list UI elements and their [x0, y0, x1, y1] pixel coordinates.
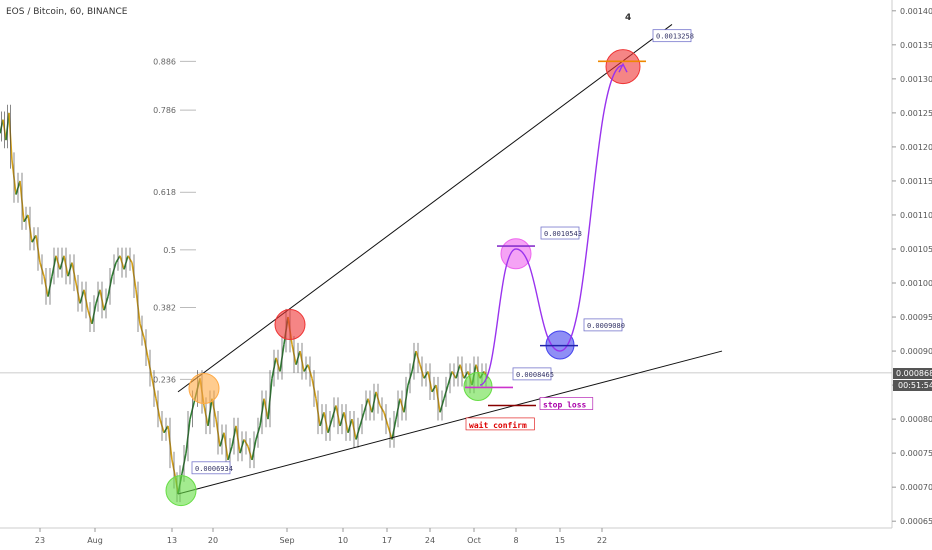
fib-label-1: 0.786	[153, 106, 176, 115]
x-tick-label-8: Oct	[467, 536, 481, 545]
y-tick-label-4: 0.0012000	[900, 143, 932, 152]
x-tick-label-9: 8	[513, 536, 518, 545]
y-tick-label-6: 0.0011000	[900, 211, 932, 220]
stop-loss-label-group: stop loss	[539, 397, 594, 410]
projection-path	[479, 64, 624, 386]
wait-confirm-label-box	[465, 417, 535, 431]
y-axis: 0.0014000 0.0013500 0.0013000 0.0012500 0.00…	[892, 7, 932, 526]
target2-price-callout-text: 0.0013258	[656, 33, 694, 41]
wait-confirm-label-group: wait confirm	[465, 417, 535, 431]
y-tick-label-14: 0.0007000	[900, 483, 932, 492]
fib-label-5: 0.236	[153, 375, 176, 384]
y-tick-label-10: 0.0009000	[900, 347, 932, 356]
fib-label-4: 0.382	[153, 304, 176, 313]
x-axis: 23 Aug 13 20 Sep 10 17 24 Oct 8 15 22	[35, 528, 607, 545]
target2-price-callout: 0.0013258	[652, 29, 694, 43]
entry-price-callout-box	[512, 367, 552, 381]
y-tick-label-0: 0.0014000	[900, 7, 932, 16]
low-price-callout-text: 0.0006934	[195, 465, 233, 473]
chart-title: EOS / Bitcoin, 60, BINANCE	[6, 7, 128, 17]
pullback-price-callout-text: 0.0009080	[587, 322, 625, 330]
current-time-label: 00:51:54	[898, 381, 932, 390]
y-tick-label-2: 0.0013000	[900, 75, 932, 84]
pullback-price-callout-box	[583, 318, 623, 332]
target1-price-callout: 0.0010543	[540, 226, 582, 240]
second-high-circle	[274, 309, 306, 341]
x-tick-label-5: 10	[338, 536, 348, 545]
x-tick-label-4: Sep	[279, 536, 294, 545]
y-tick-label-5: 0.0011500	[900, 177, 932, 186]
y-tick-label-1: 0.0013500	[900, 41, 932, 50]
y-tick-label-9: 0.0009500	[900, 313, 932, 322]
x-tick-label-3: 20	[208, 536, 218, 545]
entry-price-callout-text: 0.0008465	[516, 371, 554, 379]
x-tick-label-11: 22	[597, 536, 607, 545]
first-high-circle	[188, 372, 220, 404]
x-tick-label-7: 24	[425, 536, 435, 545]
y-tick-label-13: 0.0007500	[900, 449, 932, 458]
y-tick-label-15: 0.0006500	[900, 517, 932, 526]
stop-loss-label: stop loss	[543, 401, 587, 410]
fib-label-2: 0.618	[153, 188, 176, 197]
plot-area[interactable]: 0.886 0.786 0.618 0.5 0.382 0.236 0.0006934 0.0…	[0, 24, 892, 507]
lower-trendline	[177, 350, 723, 495]
y-tick-label-8: 0.0010000	[900, 279, 932, 288]
entry-price-callout: 0.0008465	[512, 367, 554, 381]
y-tick-label-3: 0.0012500	[900, 109, 932, 118]
pullback-price-callout: 0.0009080	[583, 318, 625, 332]
x-tick-label-6: 17	[382, 536, 392, 545]
x-tick-label-2: 13	[167, 536, 177, 545]
stop-loss-label-box	[539, 397, 594, 410]
y-tick-label-12: 0.0008000	[900, 415, 932, 424]
fib-label-3: 0.5	[163, 246, 176, 255]
x-tick-label-0: 23	[35, 536, 45, 545]
y-tick-label-7: 0.0010500	[900, 245, 932, 254]
entry-circle	[463, 371, 493, 401]
x-tick-label-1: Aug	[87, 536, 103, 545]
low-price-callout-box	[191, 461, 231, 475]
target2-circle	[605, 49, 641, 85]
target2-price-callout-box	[652, 29, 692, 43]
target1-circle	[500, 238, 532, 270]
target1-price-callout-box	[540, 226, 580, 240]
fib-label-0: 0.886	[153, 57, 176, 66]
low-circle	[165, 475, 197, 507]
x-tick-label-10: 15	[555, 536, 565, 545]
projection-arrowhead	[618, 62, 628, 73]
target1-price-callout-text: 0.0010543	[544, 230, 582, 238]
upper-trendline	[177, 24, 673, 393]
corner-label: 4	[625, 13, 631, 23]
low-price-callout: 0.0006934	[191, 461, 233, 475]
wait-confirm-label: wait confirm	[469, 420, 527, 430]
